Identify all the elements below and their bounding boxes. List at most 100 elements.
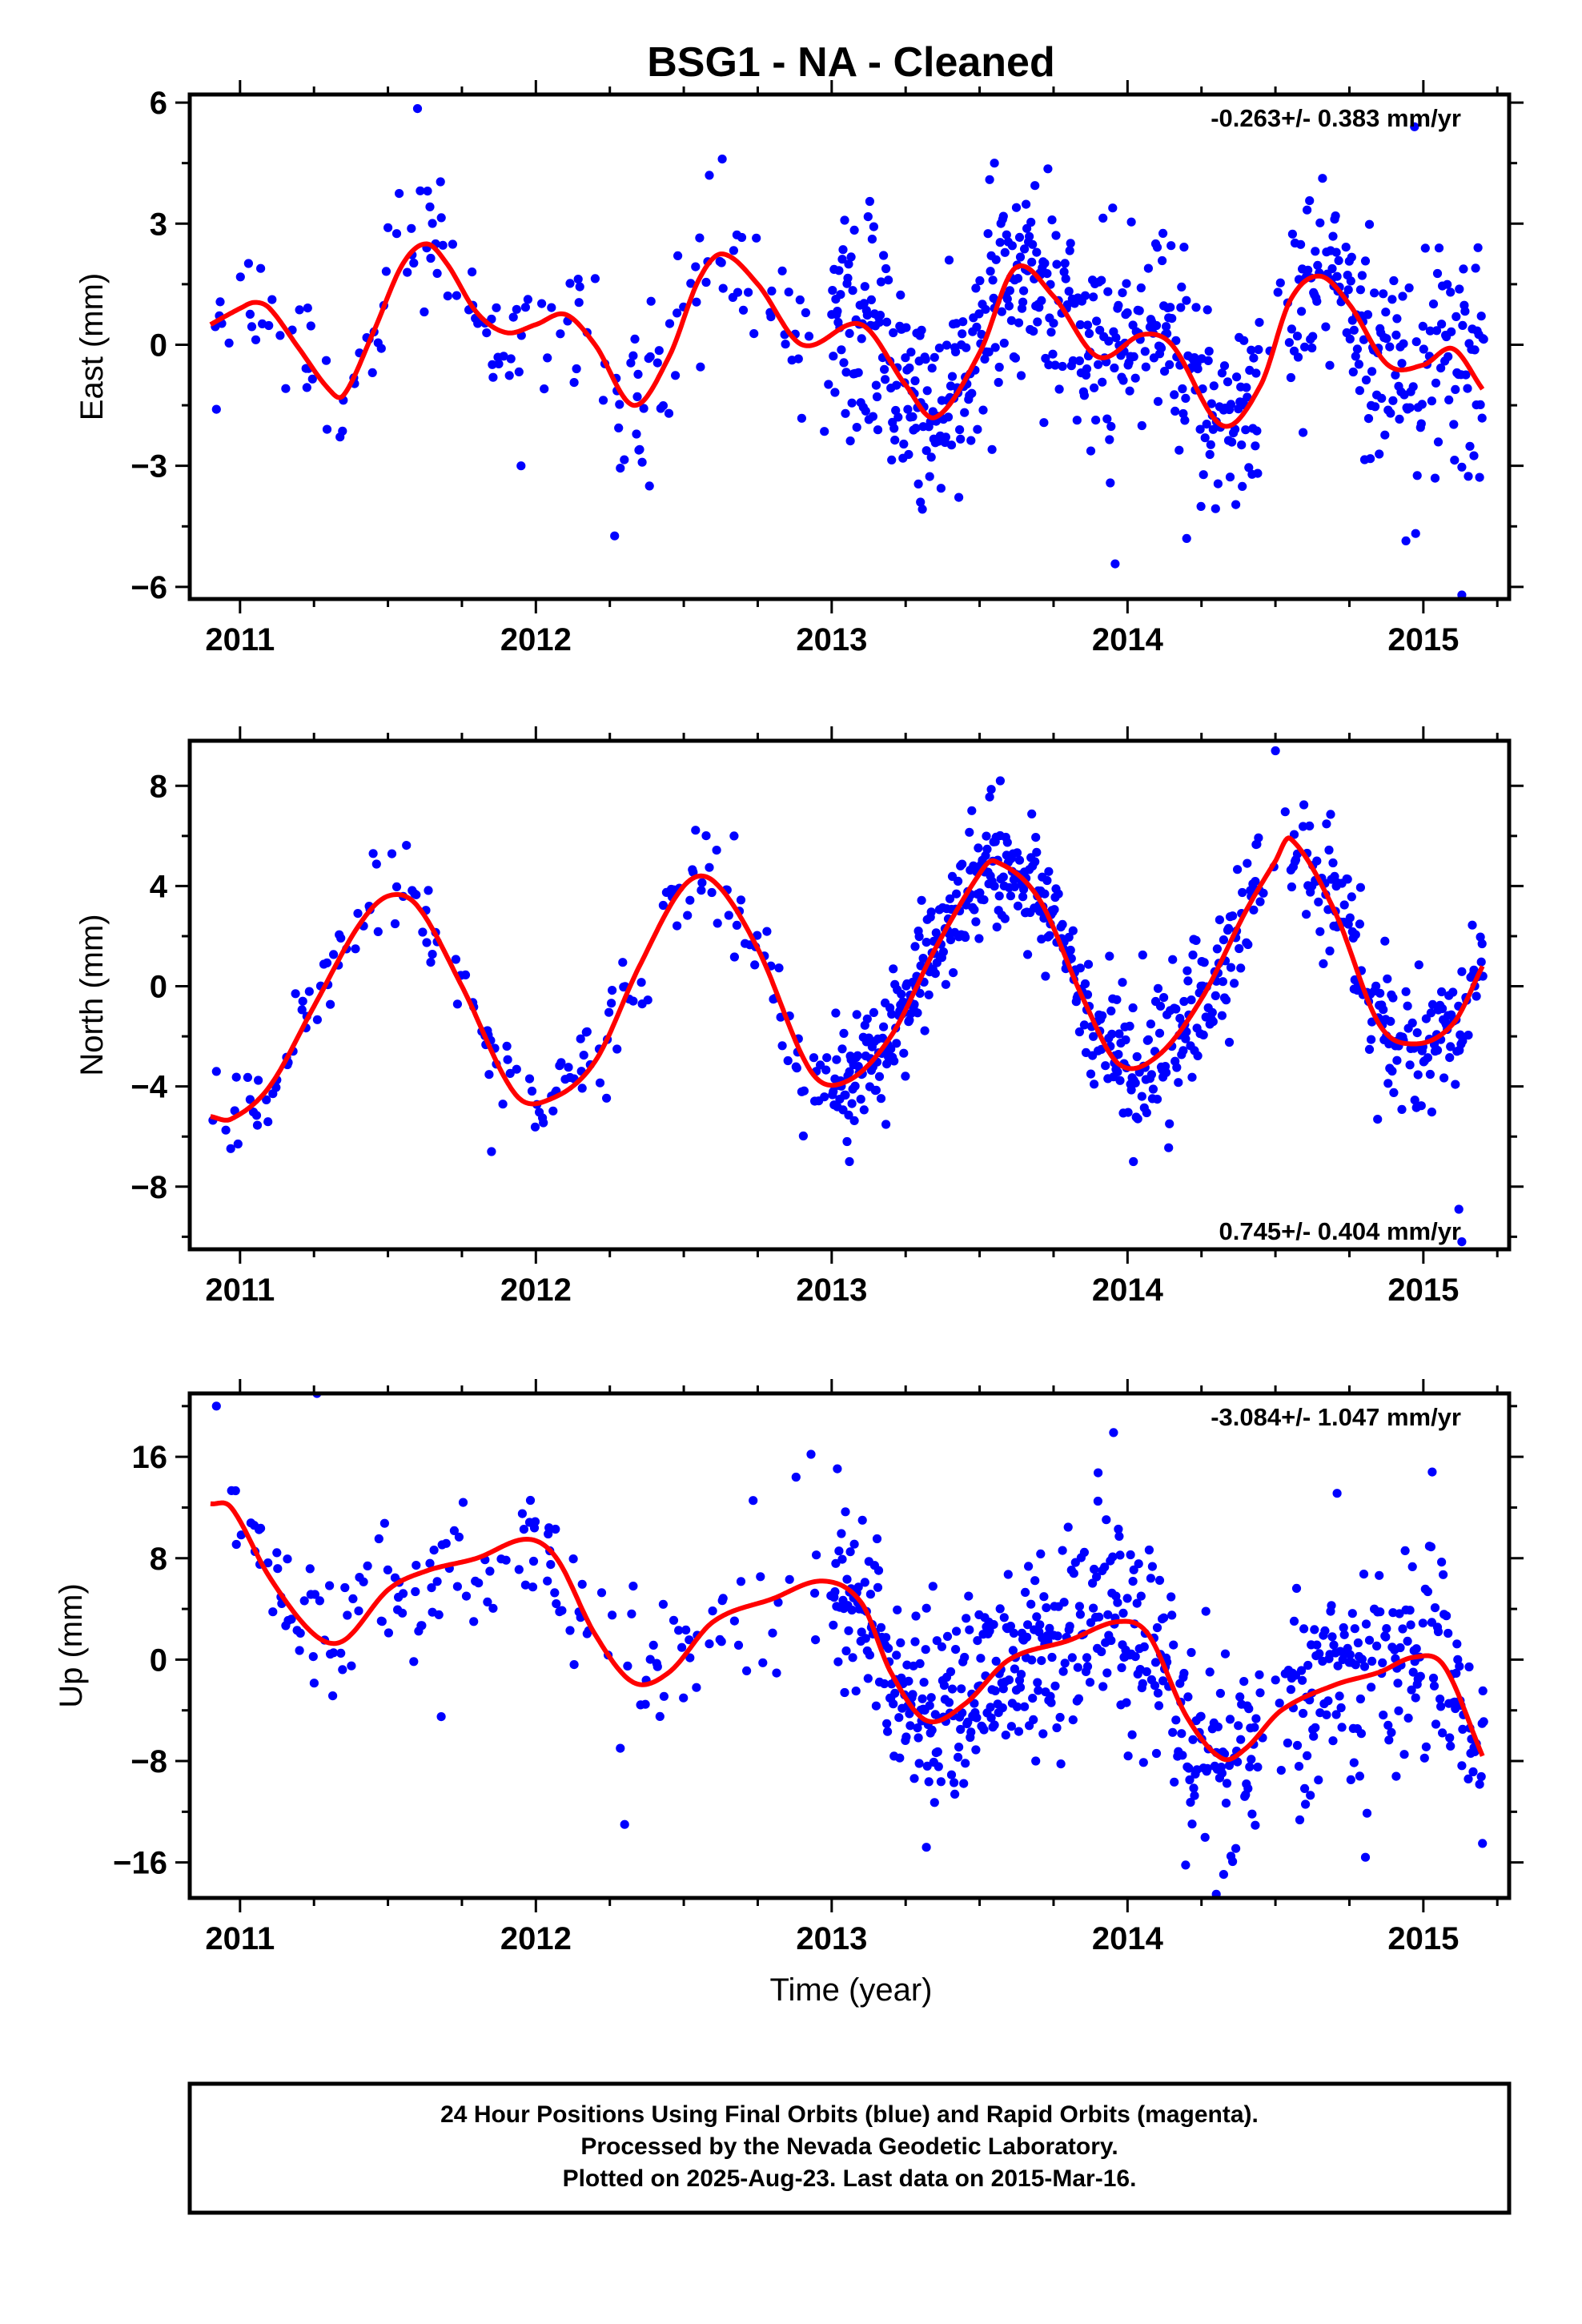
- data-point: [1168, 1727, 1178, 1737]
- data-point: [1129, 1565, 1138, 1574]
- data-point: [1308, 332, 1318, 341]
- data-point: [351, 944, 360, 954]
- data-point: [1328, 231, 1338, 241]
- data-point: [1002, 838, 1012, 847]
- data-point: [1045, 1623, 1054, 1633]
- data-point: [1386, 408, 1395, 418]
- data-point: [872, 1534, 882, 1544]
- data-point: [1113, 1068, 1122, 1077]
- data-point: [1427, 1108, 1436, 1117]
- data-point: [236, 1530, 246, 1540]
- data-point: [221, 1125, 231, 1135]
- data-point: [834, 1546, 844, 1556]
- data-point: [707, 887, 717, 898]
- data-point: [468, 267, 477, 277]
- data-point: [1027, 257, 1037, 267]
- data-point: [420, 307, 429, 317]
- data-point: [1251, 877, 1260, 887]
- data-point: [302, 383, 311, 392]
- data-point: [1079, 391, 1089, 400]
- data-point: [1170, 1777, 1179, 1787]
- data-point: [1447, 327, 1456, 336]
- data-point: [1245, 1762, 1255, 1771]
- data-point: [1433, 1626, 1443, 1637]
- data-point: [1298, 1675, 1307, 1685]
- data-point: [503, 1055, 512, 1064]
- data-point: [822, 1053, 832, 1063]
- data-point: [1002, 230, 1011, 239]
- data-point: [1380, 936, 1390, 946]
- data-point: [1054, 384, 1064, 394]
- data-point: [853, 368, 863, 377]
- data-point: [917, 895, 926, 905]
- data-point: [1349, 1758, 1359, 1767]
- data-point: [1425, 1069, 1435, 1080]
- data-point: [1310, 1625, 1319, 1634]
- data-point: [729, 831, 739, 841]
- data-point: [804, 332, 814, 341]
- data-point: [1458, 1036, 1468, 1046]
- data-point: [655, 1711, 665, 1721]
- data-point: [949, 968, 958, 978]
- data-point: [1152, 243, 1162, 252]
- data-point: [1098, 377, 1107, 387]
- data-point: [860, 1578, 869, 1587]
- data-point: [1094, 1468, 1103, 1478]
- data-point: [1066, 945, 1075, 955]
- data-point: [1032, 847, 1042, 857]
- data-point: [402, 841, 412, 850]
- data-point: [1143, 1035, 1153, 1044]
- data-point: [1347, 892, 1356, 902]
- data-point: [1359, 335, 1369, 344]
- data-point: [565, 1626, 575, 1635]
- data-point: [1339, 1622, 1348, 1633]
- data-point: [1453, 1655, 1463, 1664]
- data-point: [1251, 368, 1261, 378]
- data-point: [837, 255, 847, 264]
- data-point: [995, 776, 1005, 786]
- data-point: [1122, 1594, 1132, 1603]
- data-point: [1309, 1731, 1319, 1741]
- data-point: [925, 472, 934, 481]
- data-point: [882, 1719, 892, 1728]
- data-point: [322, 958, 332, 967]
- data-point: [913, 479, 923, 489]
- data-point: [1251, 441, 1260, 451]
- data-point: [1325, 946, 1335, 956]
- x-tick-label: 2015: [1387, 1921, 1459, 1956]
- data-point: [1043, 164, 1053, 174]
- data-point: [1030, 181, 1040, 191]
- data-point: [1327, 263, 1337, 274]
- data-point: [1174, 1078, 1183, 1088]
- data-point: [1191, 303, 1201, 312]
- data-point: [836, 290, 845, 300]
- data-point: [871, 380, 881, 390]
- data-point: [926, 1693, 936, 1703]
- data-point: [598, 396, 608, 405]
- data-point: [272, 1548, 282, 1558]
- data-point: [1247, 345, 1256, 355]
- data-point: [251, 1111, 262, 1120]
- data-point: [1047, 1652, 1057, 1663]
- data-point: [1427, 396, 1436, 406]
- data-point: [1144, 1545, 1154, 1555]
- data-point: [1074, 1027, 1084, 1037]
- data-point: [890, 1688, 900, 1698]
- data-point: [636, 978, 646, 987]
- data-point: [913, 1723, 922, 1733]
- data-point: [889, 964, 898, 974]
- data-point: [1104, 336, 1114, 346]
- data-point: [1432, 1045, 1443, 1055]
- data-point: [1292, 1740, 1303, 1751]
- data-point: [954, 493, 964, 502]
- data-point: [309, 1679, 319, 1688]
- data-point: [1416, 1101, 1426, 1111]
- data-point: [851, 1687, 861, 1696]
- data-point: [1294, 1762, 1304, 1771]
- data-point: [251, 335, 261, 344]
- data-point: [1208, 424, 1218, 434]
- data-point: [398, 1608, 408, 1618]
- data-point: [579, 1051, 588, 1060]
- data-point: [1098, 1011, 1107, 1020]
- data-point: [1225, 1715, 1235, 1724]
